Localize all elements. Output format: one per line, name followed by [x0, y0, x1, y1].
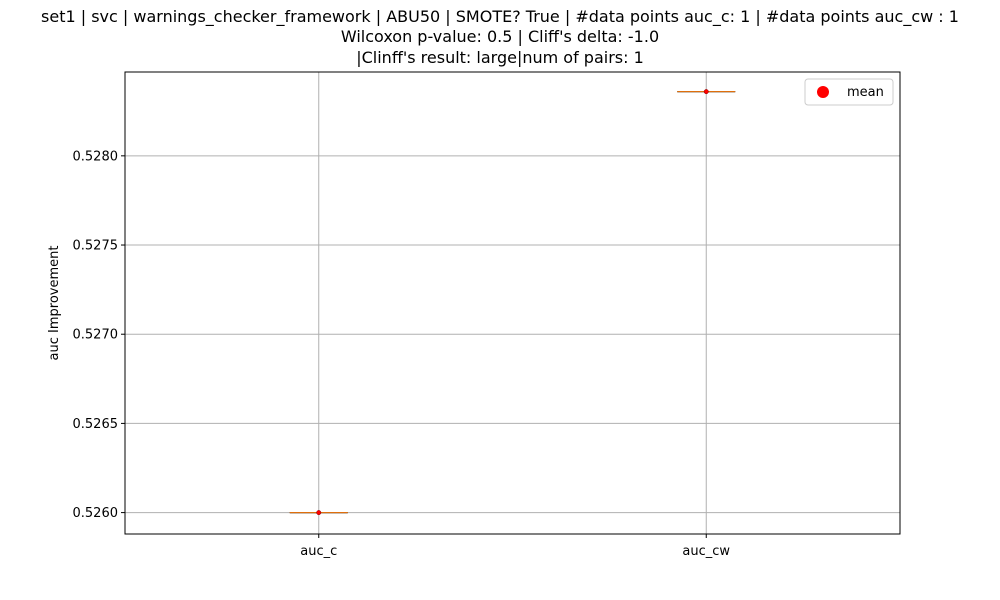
x-tick-label: auc_c — [300, 544, 337, 559]
chart-title-line-2: Wilcoxon p-value: 0.5 | Cliff's delta: -… — [340, 27, 660, 46]
chart-title-line-3: |Clinff's result: large|num of pairs: 1 — [356, 48, 644, 67]
y-axis-ticks: 0.5260 0.5265 0.5270 0.5275 0.5280 — [73, 149, 125, 521]
chart-title-line-1: set1 | svc | warnings_checker_framework … — [41, 7, 959, 26]
legend-mean-marker — [817, 86, 829, 98]
mean-marker-auc_cw — [703, 89, 709, 95]
y-tick-label: 0.5280 — [73, 149, 119, 164]
plot-frame — [124, 71, 901, 535]
x-tick-label: auc_cw — [682, 544, 730, 559]
legend-mean-label: mean — [847, 85, 884, 100]
legend: mean — [804, 78, 894, 106]
grid-lines — [125, 72, 900, 534]
box-marks — [289, 89, 736, 516]
y-axis-label: auc Improvement — [47, 246, 62, 361]
y-tick-label: 0.5275 — [73, 239, 119, 254]
y-tick-label: 0.5270 — [73, 328, 119, 343]
y-tick-label: 0.5260 — [73, 506, 119, 521]
mean-marker-auc_c — [316, 510, 322, 516]
legend-box — [804, 78, 894, 106]
x-axis-ticks: auc_c auc_cw — [300, 534, 730, 559]
y-tick-label: 0.5265 — [73, 417, 119, 432]
